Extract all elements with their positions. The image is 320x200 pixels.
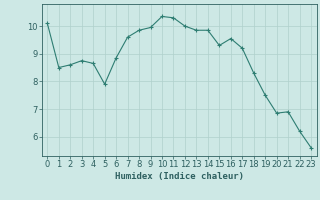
- X-axis label: Humidex (Indice chaleur): Humidex (Indice chaleur): [115, 172, 244, 181]
